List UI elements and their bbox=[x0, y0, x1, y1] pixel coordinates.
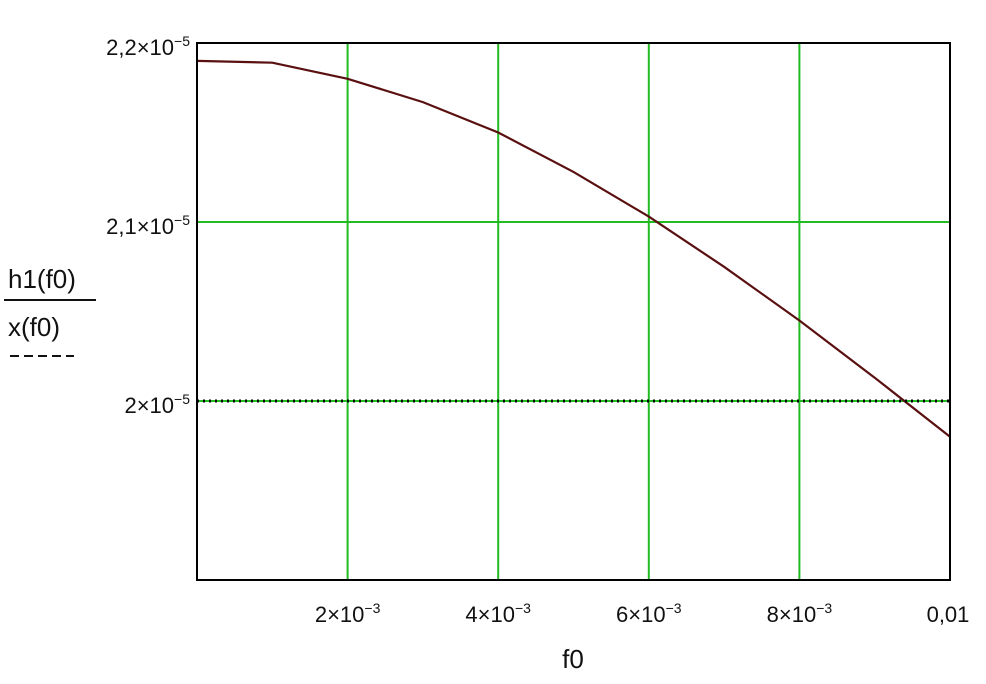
series-layer bbox=[196, 59, 951, 438]
x-tick-labels: 2×10−3 4×10−3 6×10−3 8×10−3 0,01 bbox=[315, 600, 970, 627]
x-tick-label-3: 8×10−3 bbox=[767, 600, 833, 627]
y-axis-label-series-1: h1(f0) bbox=[8, 264, 76, 294]
gridlines bbox=[197, 43, 950, 580]
x-tick-label-2: 6×10−3 bbox=[616, 600, 682, 627]
y-tick-label-2: 2×10−5 bbox=[124, 391, 190, 418]
y-axis-label-series-2: x(f0) bbox=[8, 312, 60, 342]
series-1-line bbox=[196, 59, 951, 438]
y-tick-label-1: 2,1×10−5 bbox=[106, 212, 190, 239]
y-tick-labels: 2,2×10−5 2,1×10−5 2×10−5 bbox=[106, 33, 190, 418]
y-tick-label-0: 2,2×10−5 bbox=[106, 33, 190, 60]
x-axis-label: f0 bbox=[562, 644, 584, 674]
plot-frame bbox=[196, 42, 951, 581]
x-tick-label-4: 0,01 bbox=[927, 602, 970, 627]
x-tick-label-0: 2×10−3 bbox=[315, 600, 381, 627]
x-tick-label-1: 4×10−3 bbox=[465, 600, 531, 627]
